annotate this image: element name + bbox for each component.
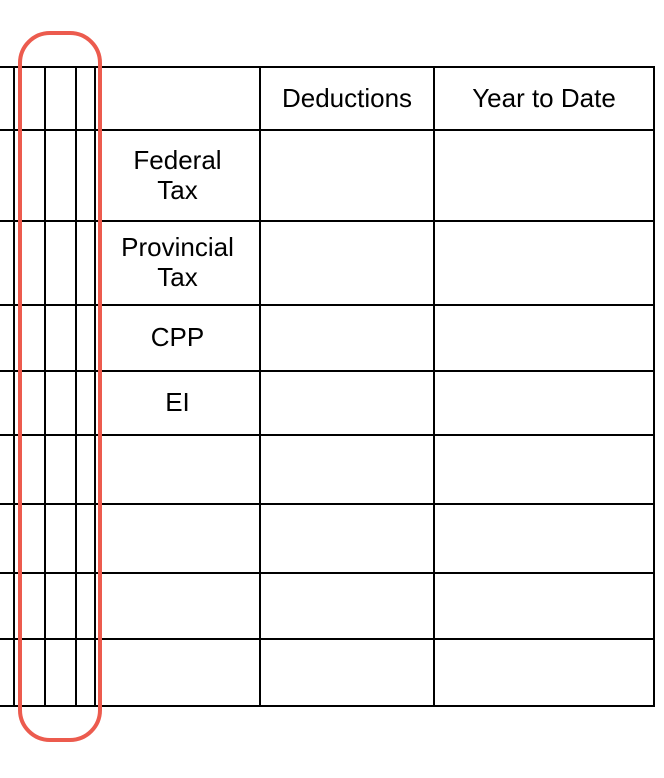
red-annotation-outline (0, 0, 664, 778)
